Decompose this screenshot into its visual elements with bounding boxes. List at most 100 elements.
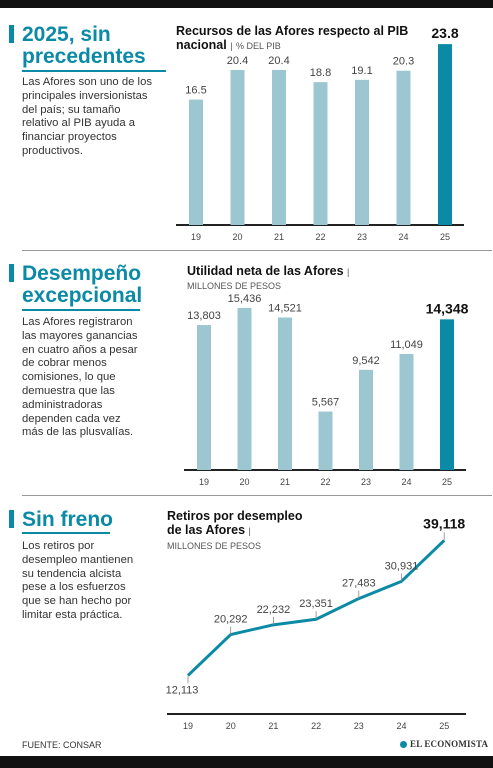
section-heading: Desempeño excepcional	[22, 263, 142, 307]
tick-label: 22	[320, 477, 330, 487]
heading-underline	[22, 309, 140, 311]
data-label: 23,351	[299, 598, 333, 610]
chart-utilidad: 13,803 19 15,436 20 14,521 21 5,567 22 9,542 23 11…	[184, 293, 469, 487]
bar	[355, 79, 369, 225]
section-pib: 2025, sin precedentes Las Afores son uno…	[0, 10, 493, 250]
chart-unit-sep: |	[230, 41, 233, 51]
data-label: 23.8	[431, 25, 458, 41]
data-label: 20,292	[214, 614, 248, 626]
chart-title: Utilidad neta de las Afores |	[187, 264, 349, 279]
chart-unit-sep: |	[248, 526, 251, 536]
chart-pib: 16.5 19 20.4 20 20.4 21 18.8 22 19.1 23 20.3 24 23.8…	[176, 25, 464, 242]
data-label: 12,113	[166, 684, 199, 696]
data-label: 9,542	[352, 355, 380, 367]
tick-label: 19	[183, 721, 193, 731]
section-accent	[9, 25, 14, 43]
top-bar	[0, 0, 493, 8]
bar	[272, 69, 286, 226]
tick-label: 21	[268, 721, 278, 731]
chart-title-line: Recursos de las Afores respecto al PIB	[176, 24, 409, 38]
chart-unit-sep: |	[347, 267, 350, 277]
tick-label: 24	[398, 232, 408, 242]
bar	[438, 44, 452, 226]
heading-line: Sin freno	[22, 508, 114, 531]
data-label: 19.1	[351, 65, 372, 77]
data-label: 16.5	[185, 85, 206, 97]
heading-underline	[22, 532, 110, 534]
source-note: FUENTE: CONSAR	[22, 740, 102, 750]
data-label: 27,483	[342, 578, 376, 590]
heading-underline	[22, 70, 166, 72]
section-retiros: Sin freno Los retiros por desempleo mant…	[0, 500, 493, 740]
data-label: 15,436	[228, 293, 262, 305]
chart-unit: MILLONES DE PESOS	[167, 541, 262, 551]
bar	[237, 307, 252, 470]
tick-label: 22	[311, 721, 321, 731]
section-heading: Sin freno	[22, 509, 113, 531]
tick-label: 24	[396, 721, 406, 731]
data-label: 20.4	[227, 55, 248, 67]
data-label: 11,049	[390, 339, 423, 351]
bar	[189, 99, 203, 225]
heading-line: 2025, sin	[22, 23, 111, 46]
chart-unit: % DEL PIB	[236, 41, 281, 51]
logo-icon	[400, 741, 407, 748]
tick-label: 19	[191, 232, 201, 242]
divider	[22, 495, 492, 496]
logo-text: EL ECONOMISTA	[410, 739, 489, 749]
bar	[359, 369, 373, 470]
data-label: 5,567	[312, 397, 340, 409]
divider	[22, 250, 492, 251]
heading-line: precedentes	[22, 45, 146, 68]
data-label: 14,521	[268, 303, 302, 315]
tick-label: 21	[274, 232, 284, 242]
bar	[278, 317, 292, 470]
chart-title: Recursos de las Afores respecto al PIB n…	[176, 24, 408, 53]
section-text: Las Afores son uno de los principales in…	[22, 76, 153, 157]
bar	[197, 325, 211, 470]
tick-label: 23	[361, 477, 371, 487]
data-label: 18.8	[310, 67, 331, 79]
tick-label: 20	[232, 232, 242, 242]
data-label: 20.4	[268, 55, 289, 67]
bar	[230, 69, 245, 226]
bar	[440, 319, 454, 470]
section-text: Las Afores registraron las mayores ganan…	[22, 316, 138, 439]
bottom-bar	[0, 756, 493, 768]
tick-label: 21	[280, 477, 290, 487]
heading-line: excepcional	[22, 284, 143, 307]
bar	[318, 411, 333, 470]
tick-label: 20	[239, 477, 249, 487]
heading-line: Desempeño	[22, 262, 142, 285]
tick-label: 24	[401, 477, 411, 487]
chart-unit: MILLONES DE PESOS	[187, 281, 282, 291]
chart-title-line: Utilidad neta de las Afores	[187, 264, 344, 278]
tick-label: 23	[357, 232, 367, 242]
tick-label: 23	[354, 721, 364, 731]
tick-label: 25	[442, 477, 452, 487]
section-utilidad: Desempeño excepcional Las Afores registr…	[0, 258, 493, 493]
chart-title: Retiros por desempleo de las Afores |	[167, 509, 302, 538]
data-label: 13,803	[187, 310, 221, 322]
section-text: Los retiros por desempleo mantienen su t…	[22, 540, 134, 621]
tick-label: 25	[440, 232, 450, 242]
data-label: 30,931	[385, 560, 419, 572]
data-label: 20.3	[393, 56, 414, 68]
bar	[396, 70, 411, 225]
chart-retiros: 12,113 19 20,292 20 22,232 21 23,351 22 27,483 23…	[166, 515, 466, 731]
chart-title-line: de las Afores	[167, 523, 246, 537]
chart-title-line: nacional	[176, 38, 227, 52]
bar	[399, 353, 414, 470]
bar	[313, 82, 328, 226]
section-accent	[9, 510, 14, 528]
tick-label: 20	[226, 721, 236, 731]
data-label: 22,232	[257, 604, 291, 616]
tick-label: 19	[199, 477, 209, 487]
chart-title-line: Retiros por desempleo	[167, 509, 303, 523]
section-accent	[9, 264, 14, 282]
publisher-logo: EL ECONOMISTA	[400, 739, 488, 749]
section-heading: 2025, sin precedentes	[22, 24, 146, 68]
data-label: 14,348	[426, 300, 469, 316]
tick-label: 25	[439, 721, 449, 731]
data-label: 39,118	[423, 515, 465, 531]
